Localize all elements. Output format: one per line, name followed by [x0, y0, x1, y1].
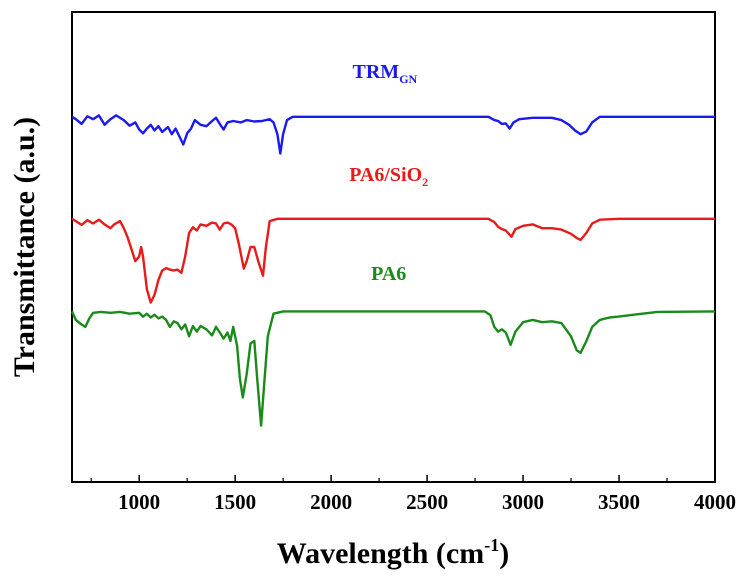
x-tick-label: 3000: [502, 490, 544, 514]
series-label-0: TRMGN: [353, 61, 418, 86]
series-label-2: PA6: [371, 263, 406, 285]
x-axis-title-superscript: -1: [484, 535, 499, 555]
x-axis-title-main: Wavelength (cm: [277, 537, 484, 570]
x-axis-title: Wavelength (cm-1): [277, 535, 509, 570]
x-tick-label: 3500: [598, 490, 640, 514]
x-tick-label: 2500: [406, 490, 448, 514]
series-line-2: [70, 310, 716, 427]
x-tick-label: 1500: [214, 490, 256, 514]
x-tick-label: 1000: [118, 490, 160, 514]
x-tick-label: 2000: [310, 490, 352, 514]
series-label-name: PA6: [371, 263, 406, 285]
series-line-0: [71, 114, 715, 155]
series-label-name: PA6/SiO: [349, 164, 422, 186]
x-axis-ticks: 1000 1500 2000 2500 3000 3500 4000: [90, 475, 736, 514]
series-lines: [70, 114, 716, 427]
series-label-subscript: GN: [399, 72, 417, 86]
x-axis-title-close: ): [499, 537, 509, 570]
y-axis-title: Transmittance (a.u.): [8, 117, 41, 377]
series-label-1: PA6/SiO2: [349, 164, 428, 189]
series-label-name: TRM: [353, 61, 400, 83]
x-tick-label: 4000: [694, 490, 736, 514]
series-line-1: [71, 217, 715, 304]
series-labels: TRMGN PA6/SiO2 PA6: [349, 61, 428, 285]
series-label-subscript: 2: [422, 175, 428, 189]
plot-frame: [71, 11, 716, 483]
